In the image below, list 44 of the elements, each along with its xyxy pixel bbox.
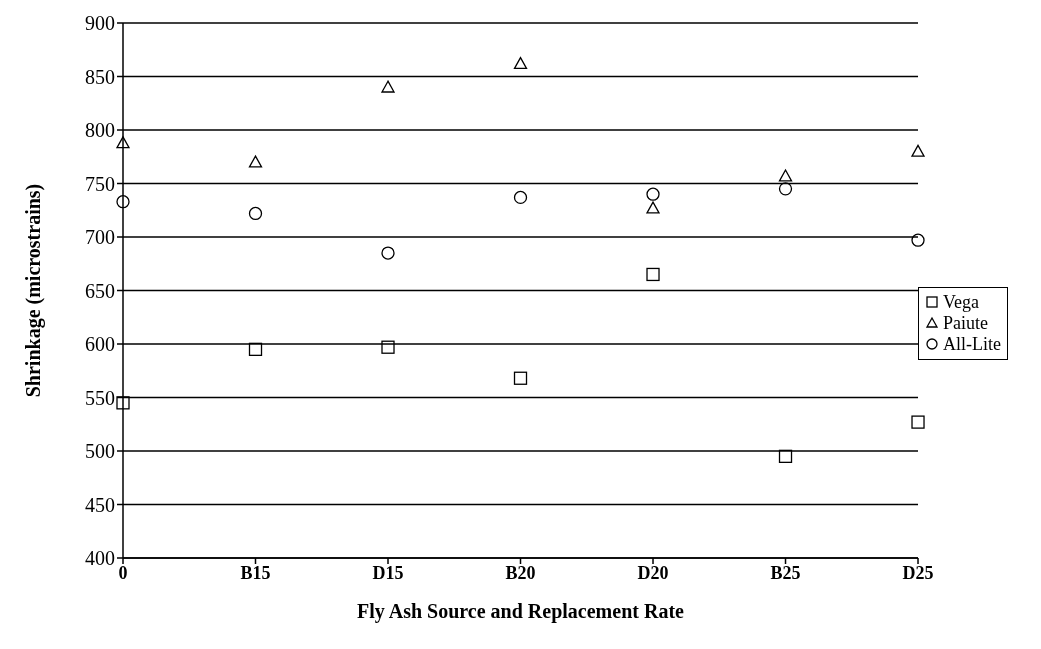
y-tick-label: 450 [85, 493, 115, 516]
legend-label: Paiute [943, 312, 989, 334]
point [381, 246, 395, 260]
x-tick-label: B20 [505, 562, 536, 583]
point [513, 190, 528, 205]
y-tick-label: 750 [85, 172, 115, 195]
x-axis-title: Fly Ash Source and Replacement Rate [357, 600, 685, 623]
point [381, 340, 395, 354]
x-tick-label: D20 [637, 562, 669, 583]
x-tick-label: D15 [372, 562, 404, 583]
x-tick-label: D25 [902, 562, 934, 583]
y-tick-label: 700 [85, 226, 115, 249]
point [778, 182, 793, 196]
point [778, 169, 793, 182]
point [248, 155, 263, 168]
point [513, 371, 528, 385]
y-tick-label: 900 [85, 12, 115, 35]
point [248, 206, 263, 221]
x-tick-label: B15 [240, 562, 271, 583]
y-tick-label: 600 [85, 333, 115, 356]
x-tick-label: 0 [118, 562, 128, 583]
y-axis-title: Shrinkage (microstrains) [22, 183, 46, 398]
y-tick-label: 550 [85, 386, 115, 409]
point [381, 80, 395, 93]
point [646, 267, 660, 282]
y-tick-label: 800 [85, 119, 115, 142]
point [116, 396, 130, 410]
point [778, 449, 793, 463]
y-tick-label: 500 [85, 440, 115, 463]
point [911, 144, 925, 157]
x-tick-label: B25 [770, 562, 801, 583]
y-tick-label: 650 [85, 279, 115, 302]
legend-label: All-Lite [943, 333, 1001, 355]
point [911, 233, 925, 247]
y-tick-label: 400 [85, 547, 115, 570]
y-tick-label: 850 [85, 65, 115, 88]
point [116, 136, 130, 149]
point [116, 195, 130, 209]
point [911, 415, 925, 429]
point [248, 342, 263, 356]
point [646, 187, 660, 201]
legend-label: Vega [943, 291, 979, 313]
point [513, 57, 528, 70]
point [646, 201, 660, 214]
